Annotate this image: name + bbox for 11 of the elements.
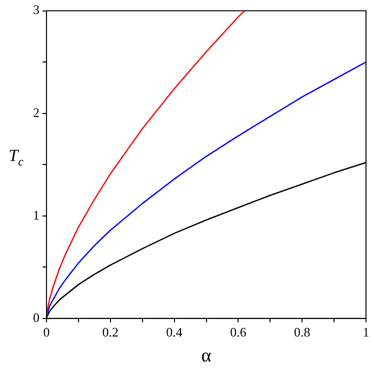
y-tick-label: 0 [33,310,40,325]
x-axis-title: α [201,345,212,366]
x-tick-label: 0.6 [230,324,247,340]
x-tick-label: 0.4 [166,324,183,340]
x-tick-label: 1 [362,324,370,340]
x-tick-label: 0 [43,324,50,340]
y-tick-label: 1 [33,207,40,222]
y-tick-label: 3 [33,2,40,18]
x-tick-label: 0.2 [102,324,119,340]
y-tick-label: 2 [33,104,40,120]
x-tick-label: 0.8 [294,324,310,340]
